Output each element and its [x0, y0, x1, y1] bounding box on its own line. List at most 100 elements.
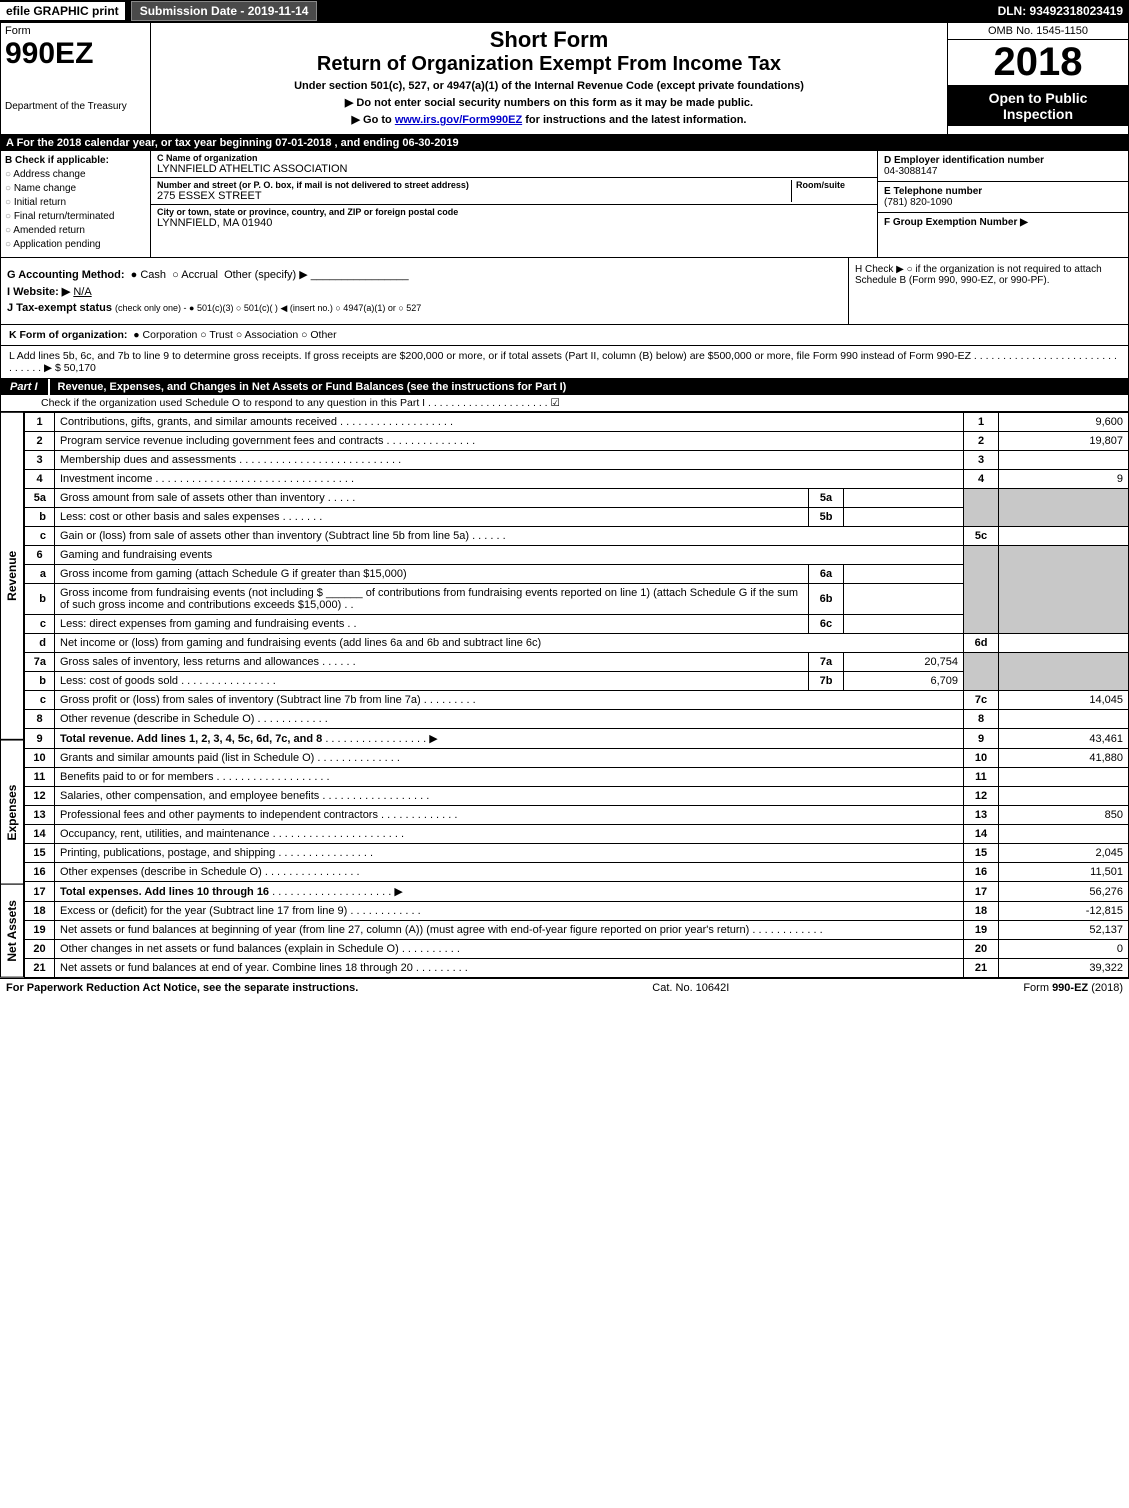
l7a-val: 20,754: [844, 653, 964, 672]
l20-desc: Other changes in net assets or fund bala…: [60, 943, 399, 955]
g-other[interactable]: Other (specify) ▶: [224, 269, 308, 281]
org-street: 275 ESSEX STREET: [157, 190, 791, 202]
info-right: D Employer identification number 04-3088…: [878, 151, 1128, 257]
l12-val: [999, 787, 1129, 806]
l9-desc: Total revenue. Add lines 1, 2, 3, 4, 5c,…: [60, 733, 322, 745]
chk-final[interactable]: Final return/terminated: [5, 211, 146, 222]
page-footer: For Paperwork Reduction Act Notice, see …: [0, 978, 1129, 997]
l14-val: [999, 825, 1129, 844]
info-block: B Check if applicable: Address change Na…: [0, 151, 1129, 258]
l5a-val: [844, 489, 964, 508]
website: N/A: [73, 286, 91, 298]
h-text: H Check ▶ ○ if the organization is not r…: [855, 264, 1102, 286]
part1-label: Part I: [0, 379, 50, 395]
g-accrual[interactable]: Accrual: [181, 269, 218, 281]
d-label: D Employer identification number: [884, 155, 1122, 166]
l6-desc: Gaming and fundraising events: [55, 546, 964, 565]
org-city: LYNNFIELD, MA 01940: [157, 217, 871, 229]
e-label: E Telephone number: [884, 186, 1122, 197]
l13-desc: Professional fees and other payments to …: [60, 809, 378, 821]
chk-name[interactable]: Name change: [5, 183, 146, 194]
chk-pending[interactable]: Application pending: [5, 239, 146, 250]
l15-val: 2,045: [999, 844, 1129, 863]
footer-left: For Paperwork Reduction Act Notice, see …: [6, 982, 358, 994]
l9-val: 43,461: [999, 729, 1129, 749]
l2-desc: Program service revenue including govern…: [60, 435, 383, 447]
l7b-desc: Less: cost of goods sold: [60, 675, 178, 687]
return-title: Return of Organization Exempt From Incom…: [157, 53, 941, 76]
j-label: J Tax-exempt status: [7, 302, 112, 314]
phone: (781) 820-1090: [884, 197, 1122, 208]
l10-desc: Grants and similar amounts paid (list in…: [60, 752, 314, 764]
chk-address[interactable]: Address change: [5, 169, 146, 180]
l19-desc: Net assets or fund balances at beginning…: [60, 924, 749, 936]
l8-val: [999, 710, 1129, 729]
open-public: Open to Public Inspection: [948, 86, 1128, 126]
form-header: Form 990EZ Department of the Treasury Sh…: [0, 22, 1129, 135]
l5a-desc: Gross amount from sale of assets other t…: [60, 492, 325, 504]
dln: DLN: 93492318023419: [998, 4, 1129, 18]
l15-desc: Printing, publications, postage, and shi…: [60, 847, 275, 859]
g-label: G Accounting Method:: [7, 269, 125, 281]
l6b-desc: Gross income from fundraising events (no…: [60, 587, 798, 611]
l2-val: 19,807: [999, 432, 1129, 451]
l5c-val: [999, 527, 1129, 546]
addr-label: Number and street (or P. O. box, if mail…: [157, 180, 791, 190]
form-label: Form: [5, 25, 146, 37]
l10-val: 41,880: [999, 749, 1129, 768]
l16-desc: Other expenses (describe in Schedule O): [60, 866, 262, 878]
omb-number: OMB No. 1545-1150: [948, 23, 1128, 40]
part1-header: Part I Revenue, Expenses, and Changes in…: [0, 379, 1129, 395]
dept-label: Department of the Treasury: [5, 101, 146, 112]
l4-desc: Investment income: [60, 473, 152, 485]
l17-val: 56,276: [999, 882, 1129, 902]
tax-year: 2018: [948, 40, 1128, 86]
line-l: L Add lines 5b, 6c, and 7b to line 9 to …: [0, 346, 1129, 379]
l3-val: [999, 451, 1129, 470]
header-right: OMB No. 1545-1150 2018 Open to Public In…: [948, 23, 1128, 134]
l6a-desc: Gross income from gaming (attach Schedul…: [60, 568, 407, 580]
l8-desc: Other revenue (describe in Schedule O): [60, 713, 254, 725]
l3-desc: Membership dues and assessments: [60, 454, 236, 466]
chk-initial[interactable]: Initial return: [5, 197, 146, 208]
gh-block: G Accounting Method: ● Cash ○ Accrual Ot…: [0, 258, 1129, 325]
f-label: F Group Exemption Number ▶: [884, 217, 1122, 228]
c-label: C Name of organization: [157, 153, 871, 163]
period-row: A For the 2018 calendar year, or tax yea…: [0, 135, 1129, 151]
l18-val: -12,815: [999, 902, 1129, 921]
l18-desc: Excess or (deficit) for the year (Subtra…: [60, 905, 347, 917]
side-netassets: Net Assets: [0, 884, 24, 978]
l6a-val: [844, 565, 964, 584]
line-h: H Check ▶ ○ if the organization is not r…: [848, 258, 1128, 324]
l21-val: 39,322: [999, 959, 1129, 978]
side-expenses: Expenses: [0, 740, 24, 885]
line-k: K Form of organization: ● Corporation ○ …: [0, 325, 1129, 346]
efile-label[interactable]: efile GRAPHIC print: [0, 2, 125, 20]
l7c-val: 14,045: [999, 691, 1129, 710]
k-rest: ● Corporation ○ Trust ○ Association ○ Ot…: [133, 329, 336, 341]
footer-center: Cat. No. 10642I: [358, 982, 1023, 994]
g-cash[interactable]: Cash: [140, 269, 166, 281]
goto-note: ▶ Go to www.irs.gov/Form990EZ for instru…: [157, 113, 941, 126]
irs-link[interactable]: www.irs.gov/Form990EZ: [395, 114, 522, 126]
form-number: 990EZ: [5, 37, 146, 71]
l6b-val: [844, 584, 964, 615]
check-b: B Check if applicable: Address change Na…: [1, 151, 151, 257]
top-bar: efile GRAPHIC print Submission Date - 20…: [0, 0, 1129, 22]
l19-val: 52,137: [999, 921, 1129, 940]
header-center: Short Form Return of Organization Exempt…: [151, 23, 948, 134]
side-revenue: Revenue: [0, 412, 24, 740]
ssn-note: ▶ Do not enter social security numbers o…: [157, 96, 941, 109]
org-name: LYNNFIELD ATHELTIC ASSOCIATION: [157, 163, 871, 175]
room-label: Room/suite: [796, 180, 871, 190]
period-begin: 07-01-2018: [275, 137, 331, 149]
line-g: G Accounting Method: ● Cash ○ Accrual Ot…: [7, 268, 842, 281]
period-pre: A For the 2018 calendar year, or tax yea…: [6, 137, 275, 149]
l21-desc: Net assets or fund balances at end of ye…: [60, 962, 413, 974]
chk-amended[interactable]: Amended return: [5, 225, 146, 236]
l17-desc: Total expenses. Add lines 10 through 16: [60, 886, 269, 898]
header-left: Form 990EZ Department of the Treasury: [1, 23, 151, 134]
short-form-title: Short Form: [157, 27, 941, 53]
l16-val: 11,501: [999, 863, 1129, 882]
l11-desc: Benefits paid to or for members: [60, 771, 213, 783]
